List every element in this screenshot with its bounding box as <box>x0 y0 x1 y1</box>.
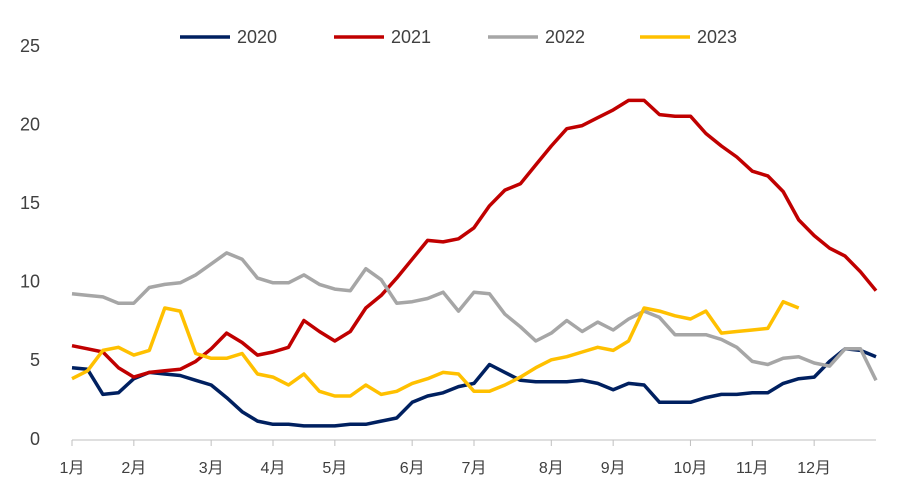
series-line <box>71 98 878 379</box>
y-tick-label: 25 <box>20 36 40 56</box>
series-line <box>71 299 800 398</box>
x-tick-label: 6月 <box>400 460 425 477</box>
x-tick-label: 2月 <box>121 460 146 477</box>
legend-label: 2021 <box>391 27 431 47</box>
x-tick-label: 7月 <box>462 460 487 477</box>
x-tick-label: 3月 <box>199 460 224 477</box>
y-tick-label: 5 <box>30 350 40 370</box>
x-tick-label: 1月 <box>60 460 85 477</box>
series-line <box>71 251 878 382</box>
legend-label: 2023 <box>697 27 737 47</box>
x-tick-label: 11月 <box>736 460 769 477</box>
y-tick-label: 15 <box>20 193 40 213</box>
x-tick-label: 12月 <box>797 460 831 477</box>
x-tick-label: 8月 <box>539 460 564 477</box>
x-tick-label: 10月 <box>674 460 708 477</box>
series-line <box>71 347 877 428</box>
x-tick-label: 5月 <box>322 460 347 477</box>
x-tick-label: 9月 <box>601 460 626 477</box>
y-tick-label: 10 <box>20 272 40 292</box>
x-tick-label: 4月 <box>261 460 286 477</box>
y-tick-label: 20 <box>20 114 40 134</box>
legend-label: 2022 <box>545 27 585 47</box>
y-tick-label: 0 <box>30 429 40 449</box>
legend-label: 2020 <box>237 27 277 47</box>
